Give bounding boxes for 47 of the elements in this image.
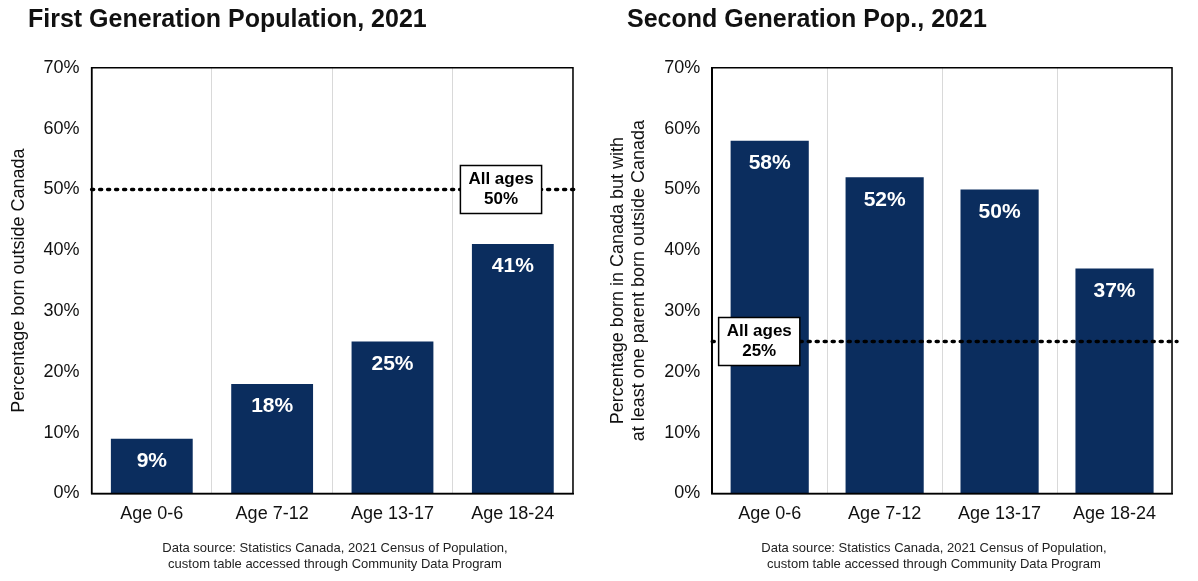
y-tick-label: 70% [664, 56, 701, 77]
data-label: 41% [491, 253, 535, 277]
data-label: 52% [863, 186, 906, 210]
bar [1075, 268, 1154, 494]
data-label: 58% [748, 150, 792, 174]
y-tick-label: 60% [43, 117, 80, 138]
x-tick-label: Age 13-17 [350, 503, 435, 524]
y-tick-label: 50% [664, 178, 701, 199]
bar [110, 438, 193, 494]
y-tick-label: 10% [43, 421, 80, 442]
y-axis-title: Percentage born outside Canada [7, 147, 28, 413]
y-tick-label: 30% [664, 299, 701, 320]
chart-title: First Generation Population, 2021 [28, 4, 427, 33]
bar [351, 341, 434, 494]
y-tick-label: 40% [43, 239, 80, 260]
data-label: 18% [251, 393, 294, 417]
ref-line-label: All ages 25% [726, 321, 792, 361]
bar [845, 177, 924, 494]
y-axis-title: Percentage born in Canada but with at least one parent born outside Canada [606, 119, 649, 442]
source-note: Data source: Statistics Canada, 2021 Census of Population, custom table accessed through Community Data Program [161, 540, 509, 572]
source-note: Data source: Statistics Canada, 2021 Census of Population, custom table accessed through Community Data Program [760, 540, 1108, 572]
y-tick-label: 60% [664, 117, 701, 138]
y-tick-label: 20% [664, 360, 701, 381]
y-tick-label: 30% [43, 299, 80, 320]
bar [471, 244, 554, 494]
data-label: 50% [978, 198, 1021, 222]
y-tick-label: 0% [674, 482, 701, 503]
y-tick-label: 0% [53, 482, 80, 503]
y-tick-label: 50% [43, 178, 80, 199]
y-tick-label: 10% [664, 421, 701, 442]
data-label: 9% [136, 447, 168, 471]
ref-line-label: All ages 50% [468, 169, 534, 209]
bar [231, 383, 314, 494]
x-tick-label: Age 18-24 [471, 503, 555, 524]
x-tick-label: Age 0-6 [738, 503, 802, 524]
bar [960, 189, 1039, 494]
x-tick-label: Age 7-12 [235, 503, 309, 524]
data-label: 37% [1093, 277, 1136, 301]
x-tick-label: Age 7-12 [848, 503, 922, 524]
x-tick-label: Age 18-24 [1072, 503, 1157, 524]
y-tick-label: 40% [664, 239, 701, 260]
y-tick-label: 20% [43, 360, 80, 381]
chart-title: Second Generation Pop., 2021 [627, 4, 987, 33]
x-tick-label: Age 0-6 [120, 503, 184, 524]
x-tick-label: Age 13-17 [958, 503, 1042, 524]
data-label: 25% [371, 350, 414, 374]
y-tick-label: 70% [43, 56, 80, 77]
